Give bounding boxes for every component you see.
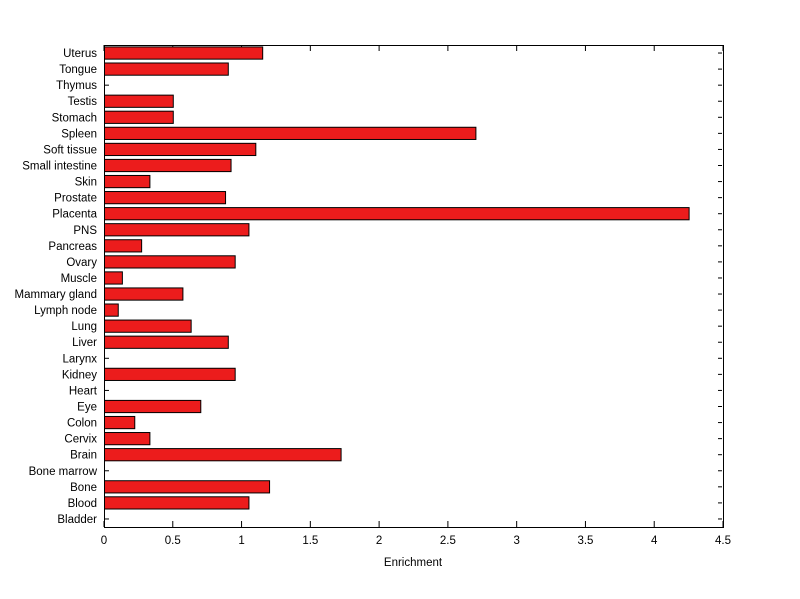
bar-pancreas xyxy=(104,239,143,253)
bar-colon xyxy=(104,415,136,430)
bar-stomach xyxy=(104,110,174,124)
plot-area xyxy=(104,45,724,528)
y-tick-label-muscle: Muscle xyxy=(61,273,97,285)
x-tick-label: 0 xyxy=(101,535,107,547)
x-tick-label: 1.5 xyxy=(302,535,318,547)
y-tick-label-spleen: Spleen xyxy=(61,128,97,140)
y-tick-label-tongue: Tongue xyxy=(59,64,97,76)
y-tick-label-pancreas: Pancreas xyxy=(48,241,97,253)
y-tick-label-mammary-gland: Mammary gland xyxy=(15,289,97,301)
y-tick-label-colon: Colon xyxy=(67,418,97,430)
y-tick-label-heart: Heart xyxy=(69,385,98,397)
y-tick-label-bone-marrow: Bone marrow xyxy=(29,466,98,478)
x-tick-label: 3.5 xyxy=(577,535,593,547)
bar-spleen xyxy=(104,126,477,140)
bar-bone xyxy=(104,480,271,494)
x-tick-label: 0.5 xyxy=(165,535,181,547)
bar-placenta xyxy=(104,207,690,221)
y-tick-label-skin: Skin xyxy=(75,177,97,189)
bar-tongue xyxy=(104,62,229,76)
y-tick-label-lymph-node: Lymph node xyxy=(34,305,97,317)
bar-muscle xyxy=(104,271,123,285)
bar-brain xyxy=(104,448,342,462)
y-tick-label-small-intestine: Small intestine xyxy=(22,161,97,173)
y-tick-label-soft-tissue: Soft tissue xyxy=(43,144,97,156)
y-tick-label-kidney: Kidney xyxy=(62,369,97,381)
y-tick-label-thymus: Thymus xyxy=(56,80,97,92)
y-tick-label-pns: PNS xyxy=(73,225,97,237)
bar-prostate xyxy=(104,191,227,205)
bar-ovary xyxy=(104,255,236,269)
x-tick-label: 1 xyxy=(238,535,244,547)
x-tick-label: 2.5 xyxy=(440,535,456,547)
y-tick-label-blood: Blood xyxy=(68,498,97,510)
bar-blood xyxy=(104,496,250,510)
y-tick-label-ovary: Ovary xyxy=(66,257,97,269)
y-tick-label-bone: Bone xyxy=(70,482,97,494)
y-tick-label-uterus: Uterus xyxy=(63,48,97,60)
bar-cervix xyxy=(104,432,151,446)
bar-small-intestine xyxy=(104,158,232,173)
bar-mammary-gland xyxy=(104,287,184,301)
y-tick-label-prostate: Prostate xyxy=(54,193,97,205)
bar-uterus xyxy=(104,46,264,60)
bar-kidney xyxy=(104,367,236,381)
x-tick-label: 4.5 xyxy=(715,535,731,547)
y-tick-label-lung: Lung xyxy=(71,321,97,333)
bar-pns xyxy=(104,223,250,237)
y-tick-label-bladder: Bladder xyxy=(57,514,97,526)
y-tick-label-larynx: Larynx xyxy=(62,353,97,365)
bar-eye xyxy=(104,399,202,414)
bar-lymph-node xyxy=(104,303,119,317)
y-tick-label-testis: Testis xyxy=(68,96,98,108)
bar-lung xyxy=(104,319,192,333)
x-tick-label: 3 xyxy=(513,535,519,547)
bar-skin xyxy=(104,174,151,189)
y-tick-label-placenta: Placenta xyxy=(52,209,97,221)
bar-liver xyxy=(104,335,229,349)
x-tick-label: 2 xyxy=(376,535,382,547)
x-axis-title: Enrichment xyxy=(384,557,443,569)
y-tick-label-eye: Eye xyxy=(77,402,97,414)
x-tick-label: 4 xyxy=(651,535,658,547)
y-tick-label-cervix: Cervix xyxy=(64,434,97,446)
y-tick-label-liver: Liver xyxy=(72,337,97,349)
bar-testis xyxy=(104,94,174,108)
bar-soft-tissue xyxy=(104,142,257,157)
y-tick-label-stomach: Stomach xyxy=(52,112,97,124)
y-tick-label-brain: Brain xyxy=(70,450,97,462)
